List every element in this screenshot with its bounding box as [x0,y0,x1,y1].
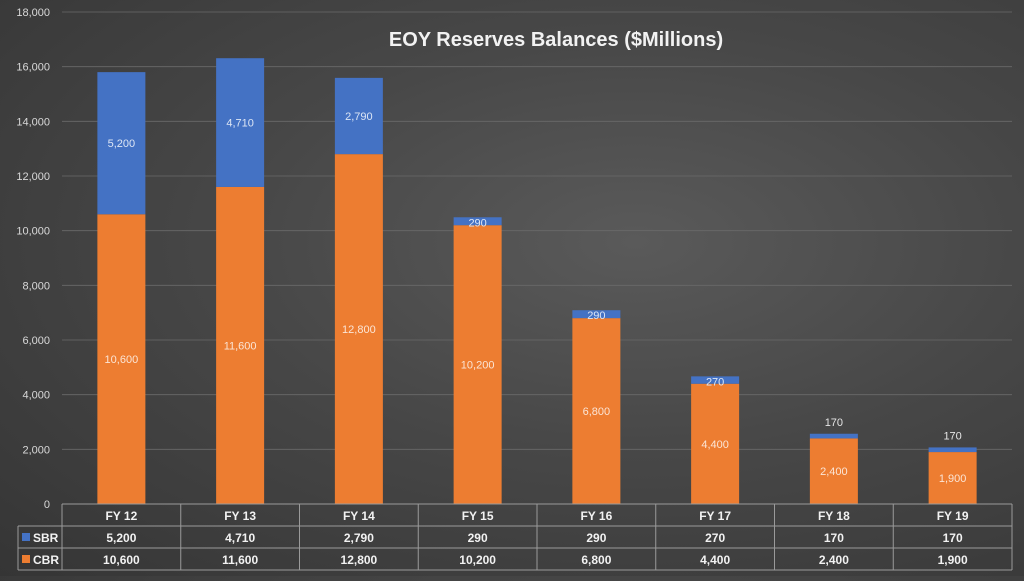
bar-cbr [216,186,265,504]
y-tick-label: 6,000 [22,335,50,347]
table-cell: 4,400 [700,553,730,567]
bar-cbr [334,154,383,504]
data-label-cbr: 10,200 [461,360,495,372]
data-label-cbr: 4,400 [701,439,729,451]
table-cell: 4,710 [225,531,255,545]
y-tick-label: 16,000 [16,62,50,74]
table-cell: 290 [468,531,488,545]
x-tick-label: FY 14 [343,509,375,523]
table-cell: 170 [824,531,844,545]
bar-sbr [809,433,858,439]
bar-sbr [572,310,621,319]
data-label-sbr: 2,790 [345,111,373,123]
x-tick-label: FY 15 [462,509,494,523]
x-tick-label: FY 18 [818,509,850,523]
table-cell: 2,400 [819,553,849,567]
bar-sbr [691,376,740,384]
bar-cbr [928,452,977,504]
table-cell: 12,800 [341,553,378,567]
x-tick-label: FY 13 [224,509,256,523]
data-label-cbr: 11,600 [224,340,257,352]
y-tick-label: 14,000 [16,116,50,128]
table-cell: 11,600 [222,553,258,567]
x-tick-label: FY 19 [937,509,969,523]
legend-key-sbr [22,533,30,541]
data-label-cbr: 10,600 [105,354,139,366]
y-tick-label: 18,000 [16,7,50,19]
legend-label-cbr: CBR [33,553,59,567]
bar-cbr [809,438,858,504]
chart-title: EOY Reserves Balances ($Millions) [389,29,723,51]
x-tick-label: FY 16 [580,509,612,523]
y-tick-label: 8,000 [22,280,50,292]
table-cell: 10,200 [459,553,496,567]
data-label-sbr: 290 [468,217,486,229]
bar-sbr [928,447,977,453]
table-cell: 270 [705,531,725,545]
data-label-sbr: 170 [943,430,961,442]
data-label-sbr: 170 [825,417,843,429]
y-tick-label: 12,000 [16,171,50,183]
data-label-sbr: 290 [587,310,605,322]
legend-label-sbr: SBR [33,531,59,545]
table-cell: 10,600 [103,553,140,567]
y-tick-label: 0 [44,499,50,511]
data-label-cbr: 2,400 [820,466,848,478]
x-tick-label: FY 17 [699,509,731,523]
table-cell: 170 [943,531,963,545]
y-tick-label: 2,000 [22,444,50,456]
bar-sbr [216,58,265,187]
table-cell: 2,790 [344,531,374,545]
data-label-cbr: 1,900 [939,473,967,485]
y-tick-label: 4,000 [22,390,50,402]
data-label-sbr: 4,710 [226,118,254,130]
data-label-sbr: 270 [706,376,724,388]
data-label-cbr: 12,800 [342,324,376,336]
x-tick-label: FY 12 [105,509,137,523]
bar-sbr [453,217,502,226]
bar-cbr [572,318,621,504]
bar-sbr [334,77,383,155]
table-cell: 6,800 [581,553,611,567]
table-cell: 290 [586,531,606,545]
data-label-sbr: 5,200 [108,138,136,150]
data-label-cbr: 6,800 [583,406,611,418]
bar-cbr [691,383,740,504]
legend-key-cbr [22,555,30,563]
bar-cbr [97,214,146,504]
table-cell: 5,200 [106,531,136,545]
bar-cbr [453,225,502,504]
bar-sbr [97,72,146,215]
table-cell: 1,900 [938,553,968,567]
y-tick-label: 10,000 [16,226,50,238]
